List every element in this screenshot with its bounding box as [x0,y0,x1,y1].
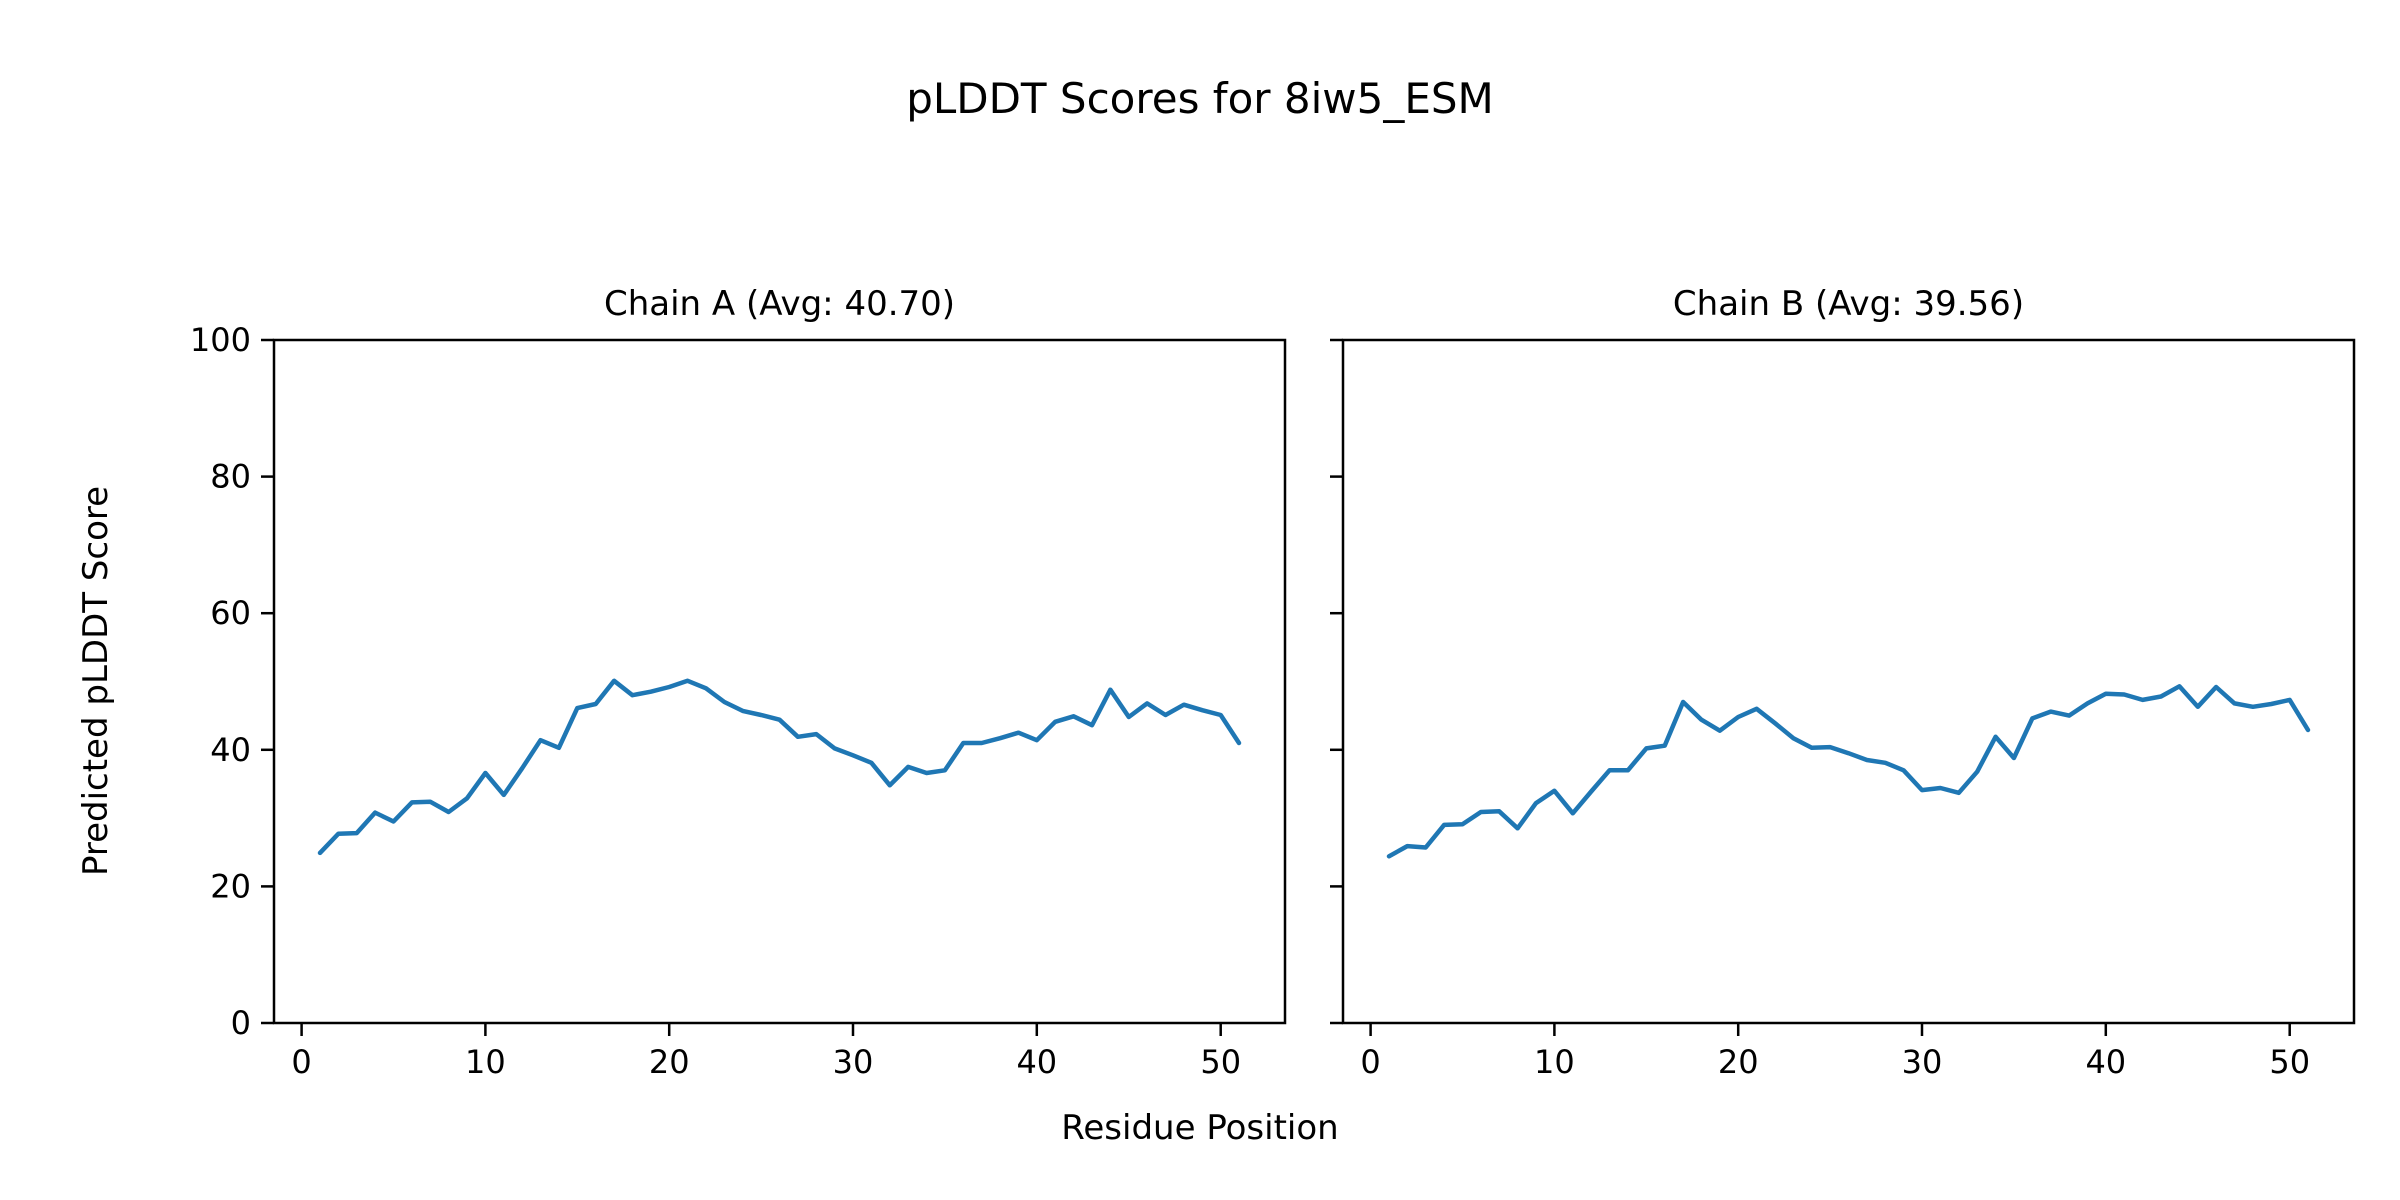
axes-frame [1341,338,2356,1025]
x-tick-label: 30 [1902,1043,1943,1081]
chain-b-plot: 0 10 20 30 40 50 [1330,338,2356,1081]
plddt-line [317,678,1242,856]
y-tick-label: 100 [190,321,251,359]
x-tick-label: 40 [1016,1043,1057,1081]
y-tick-label: 0 [231,1004,251,1042]
plddt-line [1386,684,2311,859]
chain-b-title: Chain B (Avg: 39.56) [1672,284,2025,324]
x-tick-label: 30 [833,1043,874,1081]
x-tick-label: 0 [1360,1043,1380,1081]
chain-a-plot: 0 10 20 30 40 50 0 20 40 60 80 100 [190,321,1287,1081]
figure-title: pLDDT Scores for 8iw5_ESM [906,74,1494,123]
x-tick-label: 10 [465,1043,506,1081]
y-tick-label: 60 [210,594,251,632]
x-tick-label: 10 [1534,1043,1575,1081]
y-tick-label: 20 [210,867,251,905]
y-axis-label: Predicted pLDDT Score [76,485,116,877]
x-tick-label: 40 [2085,1043,2126,1081]
x-tick-label: 20 [649,1043,690,1081]
x-tick-label: 0 [291,1043,311,1081]
chain-a-title: Chain A (Avg: 40.70) [603,284,956,324]
axes-frame [272,338,1287,1025]
y-tick-label: 80 [210,458,251,496]
x-tick-label: 20 [1718,1043,1759,1081]
x-axis-label: Residue Position [1061,1108,1339,1148]
x-tick-label: 50 [2269,1043,2310,1081]
x-tick-label: 50 [1200,1043,1241,1081]
y-tick-label: 40 [210,731,251,769]
